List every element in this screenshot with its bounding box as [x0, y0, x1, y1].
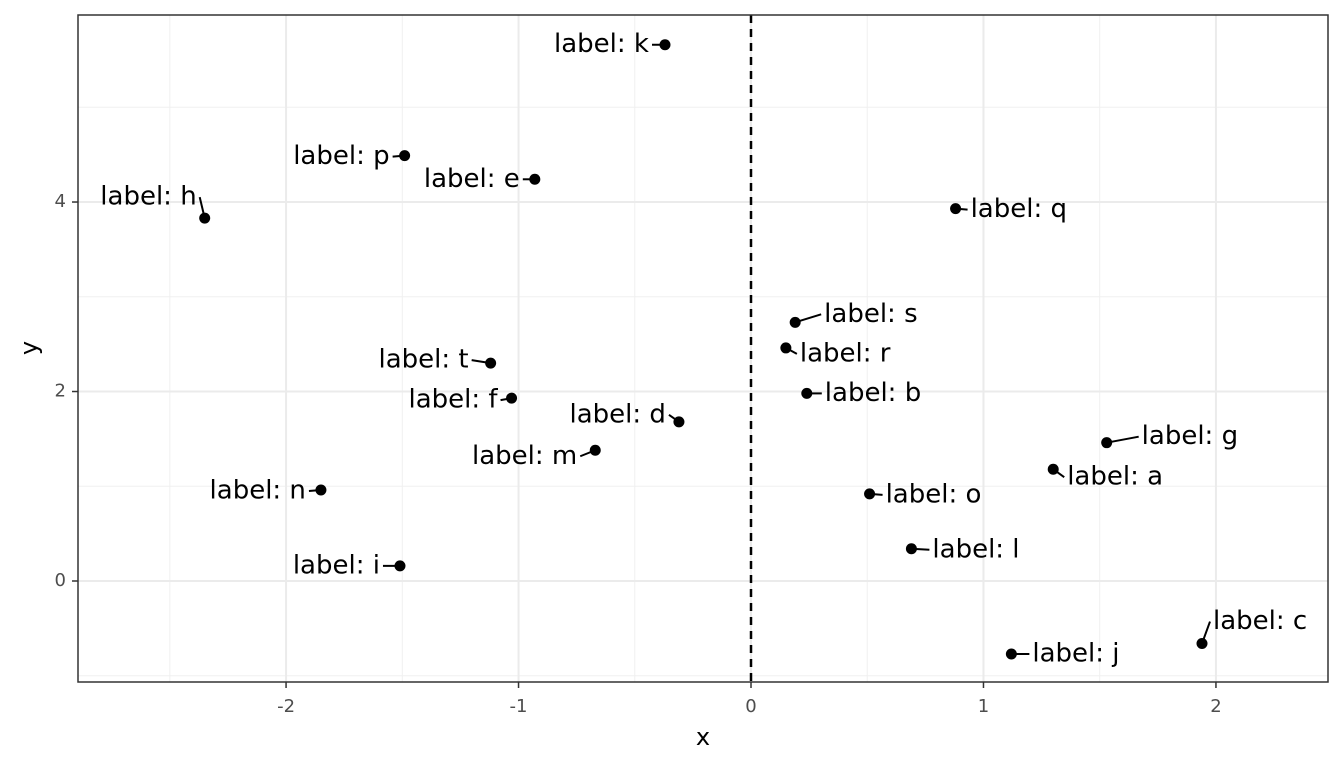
point	[485, 357, 497, 369]
y-tick-label: 4	[55, 191, 66, 212]
point	[789, 316, 801, 328]
point	[780, 342, 792, 354]
point	[1196, 638, 1208, 650]
point	[394, 560, 406, 572]
point-label: label: g	[1142, 421, 1238, 451]
point	[905, 543, 917, 555]
x-axis-title: x	[696, 723, 710, 751]
point	[801, 387, 813, 399]
point-label: label: j	[1032, 638, 1119, 668]
point-label: label: q	[971, 194, 1067, 224]
point-label: label: b	[825, 378, 921, 408]
point	[399, 150, 411, 162]
point	[529, 173, 541, 185]
point-label: label: t	[379, 345, 469, 375]
point-label: label: h	[100, 182, 196, 212]
point	[199, 212, 211, 224]
point	[673, 416, 685, 428]
point-label: label: o	[886, 479, 982, 509]
x-tick-label: -2	[277, 696, 295, 717]
y-tick-label: 2	[55, 381, 66, 402]
point	[864, 488, 876, 500]
point	[506, 392, 518, 404]
point-label: label: f	[408, 385, 498, 415]
point-label: label: n	[210, 476, 306, 506]
point-label: label: e	[424, 164, 520, 194]
point-label: label: r	[800, 338, 891, 368]
x-tick-label: -1	[510, 696, 528, 717]
panel-border	[77, 14, 1329, 683]
point	[1047, 463, 1059, 475]
point	[589, 444, 601, 456]
x-tick-label: 0	[745, 696, 756, 717]
point-label: label: s	[824, 299, 917, 329]
point-label: label: l	[932, 534, 1019, 564]
point	[315, 484, 327, 496]
point-label: label: m	[472, 441, 577, 471]
point-label: label: a	[1067, 462, 1163, 492]
point	[659, 39, 671, 51]
y-tick-label: 0	[55, 570, 66, 591]
point-label: label: c	[1213, 606, 1307, 636]
point-label: label: k	[554, 29, 649, 59]
point	[950, 203, 962, 215]
point	[1101, 437, 1113, 449]
point-label: label: p	[293, 141, 389, 171]
point-label: label: d	[570, 399, 666, 429]
x-tick-label: 1	[978, 696, 989, 717]
point-label: label: i	[293, 550, 380, 580]
y-axis-title: y	[15, 341, 43, 355]
point	[1005, 648, 1017, 660]
x-tick-label: 2	[1210, 696, 1221, 717]
